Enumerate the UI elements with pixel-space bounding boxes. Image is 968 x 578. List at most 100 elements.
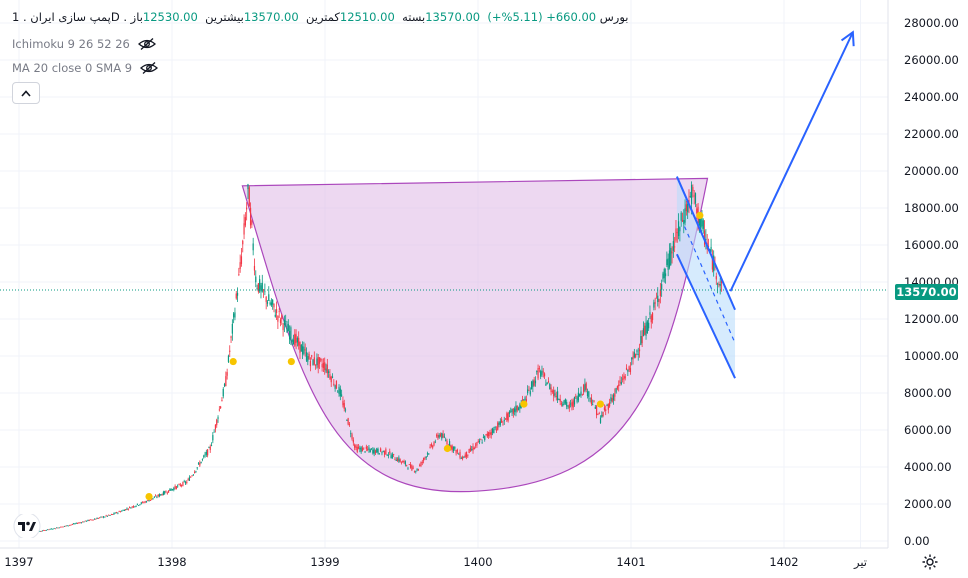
candle-body <box>475 444 477 446</box>
candle-body <box>462 456 464 459</box>
candle-body <box>439 434 442 437</box>
candle-body <box>260 285 262 290</box>
candle-body <box>676 232 678 234</box>
dividend-marker[interactable] <box>520 400 528 408</box>
candle-body <box>201 458 204 460</box>
candle-body <box>508 411 511 414</box>
candle-body <box>543 373 546 377</box>
candle-body <box>188 477 191 481</box>
candle-body <box>225 376 227 387</box>
candle-body <box>67 525 70 527</box>
candle-body <box>537 368 539 379</box>
settings-gear-icon[interactable] <box>921 553 939 571</box>
symbol-title[interactable]: پمپ سازی ایران . 1D . بورس <box>12 10 629 24</box>
candle-body <box>390 455 392 458</box>
candle-body <box>153 497 155 498</box>
candle-body <box>668 250 671 268</box>
candle-body <box>529 391 531 395</box>
candle-body <box>512 408 514 414</box>
dividend-marker[interactable] <box>696 211 704 219</box>
candle-body <box>694 193 697 204</box>
candle-body <box>372 449 374 454</box>
candle-body <box>212 435 214 441</box>
candle-body <box>283 319 285 326</box>
candle-body <box>175 486 178 489</box>
candle-body <box>288 331 291 340</box>
dividend-marker[interactable] <box>145 493 153 501</box>
candle-body <box>93 518 96 520</box>
candle-body <box>102 516 105 518</box>
candle-body <box>354 445 356 448</box>
candle-body <box>646 321 648 334</box>
eye-off-icon[interactable] <box>140 62 159 74</box>
candle-body <box>416 469 418 471</box>
candle-body <box>624 376 626 379</box>
candle-body <box>43 530 45 531</box>
candle-body <box>606 405 608 406</box>
indicator-ma[interactable]: MA 20 close 0 SMA 9 <box>12 61 159 75</box>
dividend-marker[interactable] <box>596 400 605 408</box>
flag-midline <box>683 226 736 344</box>
candle-body <box>428 453 430 455</box>
candle-body <box>680 212 682 221</box>
candle-body <box>91 519 93 521</box>
candle-body <box>528 390 530 392</box>
candle-body <box>588 391 590 398</box>
candle-body <box>171 489 174 490</box>
candle-body <box>454 446 456 449</box>
candle-body <box>627 369 629 372</box>
candle-body <box>243 223 245 235</box>
candle-body <box>217 417 219 419</box>
candle-body <box>619 380 621 383</box>
candle-body <box>541 370 543 375</box>
candle-body <box>620 382 622 385</box>
candle-body <box>141 501 144 503</box>
candle-body <box>127 509 129 510</box>
candle-body <box>517 407 520 411</box>
candle-body <box>700 213 702 228</box>
indicator-ichimoku[interactable]: Ichimoku 9 26 52 26 <box>12 37 156 51</box>
candle-body <box>568 404 570 409</box>
candle-body <box>97 518 99 519</box>
candle-body <box>429 446 431 448</box>
candle-body <box>207 449 209 456</box>
candle-body <box>168 490 170 493</box>
candle-body <box>659 289 661 296</box>
dividend-marker[interactable] <box>229 357 237 366</box>
candle-body <box>326 364 328 374</box>
candle-body <box>194 471 196 474</box>
candle-body <box>631 357 633 360</box>
candle-body <box>433 442 435 446</box>
candle-body <box>519 404 521 409</box>
candle-body <box>488 432 490 437</box>
candle-body <box>419 465 421 467</box>
candle-body <box>299 341 301 353</box>
candle-body <box>702 220 704 229</box>
candle-body <box>469 447 472 451</box>
candle-body <box>344 409 347 411</box>
dividend-marker[interactable] <box>287 357 295 366</box>
price-tick-label: 8000.00 <box>904 386 952 400</box>
eye-off-icon[interactable] <box>137 38 156 50</box>
candle-body <box>238 274 240 275</box>
candle-body <box>510 410 512 412</box>
candle-body <box>632 356 634 360</box>
candle-body <box>160 494 162 496</box>
candle-body <box>80 522 83 524</box>
candle-body <box>654 302 656 304</box>
collapse-legend-button[interactable] <box>12 82 40 104</box>
candle-body <box>115 512 118 514</box>
candle-body <box>282 325 284 331</box>
candle-body <box>382 450 384 452</box>
candle-body <box>452 446 455 451</box>
candle-body <box>47 529 49 531</box>
candle-body <box>148 500 150 502</box>
dividend-marker[interactable] <box>443 444 451 453</box>
candle-body <box>69 525 71 526</box>
candle-body <box>417 469 419 470</box>
candle-body <box>649 312 651 315</box>
candle-body <box>287 324 289 331</box>
candle-body <box>556 391 559 401</box>
